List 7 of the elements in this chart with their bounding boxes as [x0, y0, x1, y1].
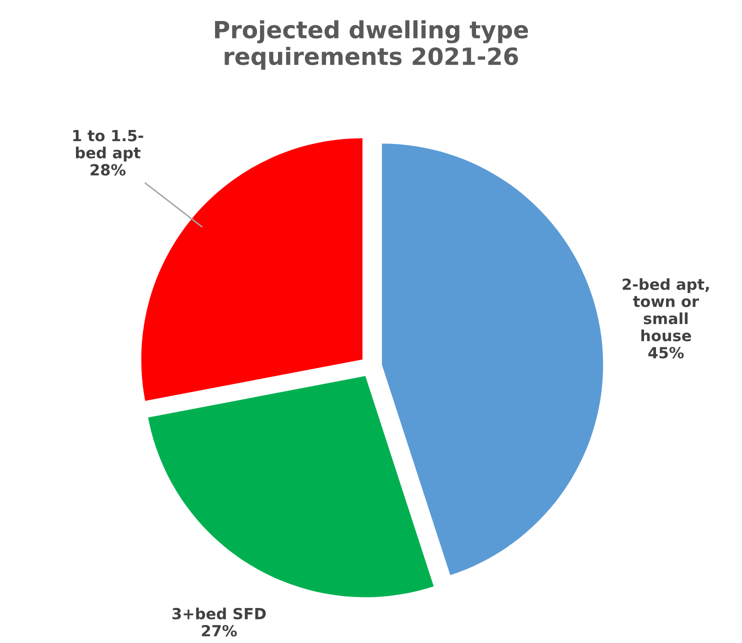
data-label: 45%	[648, 346, 684, 358]
slice-label: 1 to 1.5- bed apt	[73, 130, 144, 162]
slice-label: 3+bed SFD	[172, 608, 266, 620]
data-label: 27%	[202, 624, 237, 637]
data-label: 28%	[90, 164, 126, 176]
slice-label: 2-bed apt, town or small house	[622, 278, 709, 342]
chart-title: Projected dwelling type requirements 2021-26	[215, 20, 528, 70]
